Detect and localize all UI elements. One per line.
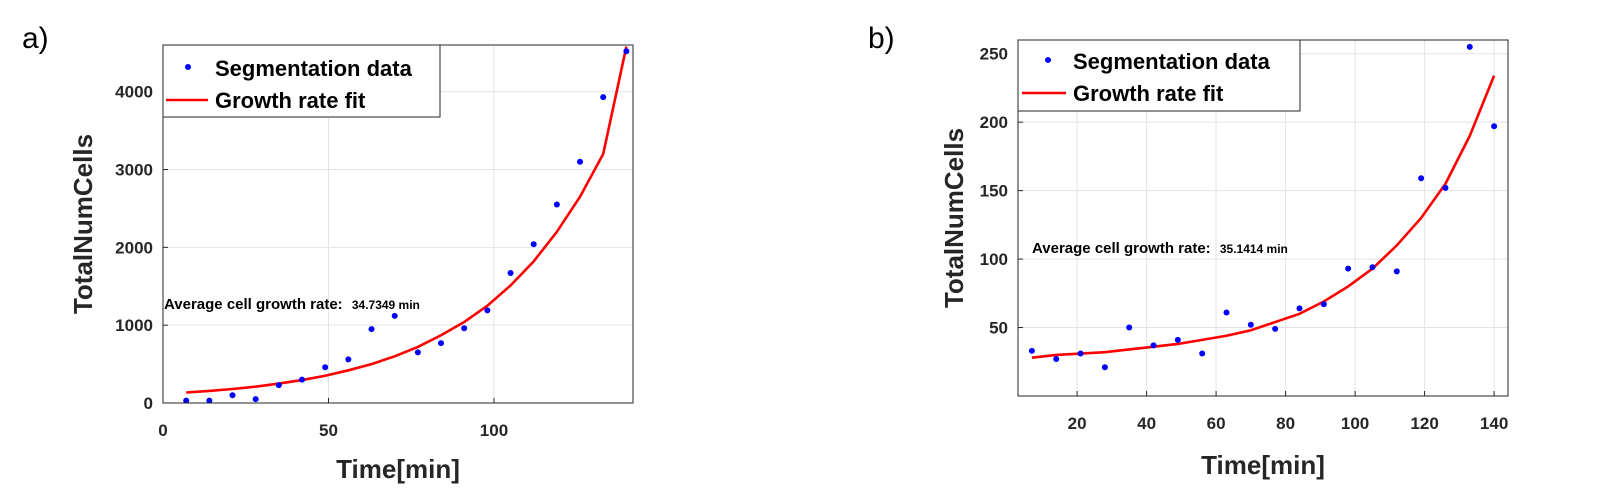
data-point [1101, 364, 1108, 371]
y-tick-label: 1000 [115, 316, 153, 335]
data-point [206, 397, 213, 404]
y-tick-label: 100 [980, 250, 1008, 269]
panel-label-b: b) [868, 22, 895, 55]
data-point [1053, 356, 1060, 363]
x-tick-label: 100 [480, 421, 508, 440]
annotation-value-b: 35.1414 min [1220, 242, 1288, 256]
panel-label-a: a) [22, 22, 49, 55]
annotation-a: Average cell growth rate: 34.7349 min [164, 296, 420, 313]
x-tick-label: 100 [1341, 414, 1369, 433]
legend-label-segmentation-b: Segmentation data [1073, 49, 1271, 74]
x-tick-label: 60 [1207, 414, 1226, 433]
x-tick-label: 50 [319, 421, 338, 440]
data-point [600, 94, 607, 101]
data-point [1028, 347, 1035, 354]
annotation-b: Average cell growth rate: 35.1414 min [1032, 240, 1288, 257]
x-tick-label: 80 [1276, 414, 1295, 433]
data-point [275, 382, 282, 389]
data-point [183, 397, 190, 404]
annotation-text-a: Average cell growth rate: [164, 296, 343, 313]
data-point [1393, 268, 1400, 275]
y-tick-label: 250 [980, 45, 1008, 64]
data-point [461, 325, 468, 332]
y-tick-label: 3000 [115, 161, 153, 180]
tick-labels-b: 20 40 60 80 100 120 140 50 100 150 200 250 [980, 45, 1509, 433]
chart-b: b) 20 40 60 80 100 120 140 50 100 150 200 250 Segme… [868, 22, 1509, 480]
legend-label-segmentation-a: Segmentation data [215, 56, 413, 81]
data-point [1369, 264, 1376, 271]
data-point [1199, 350, 1206, 357]
data-point [368, 326, 375, 333]
data-point [438, 340, 445, 347]
data-point [1223, 309, 1230, 316]
data-point [1491, 123, 1498, 130]
y-tick-label: 2000 [115, 238, 153, 257]
data-point [322, 364, 329, 371]
x-tick-label: 120 [1410, 414, 1438, 433]
fit-line-b [1031, 75, 1496, 359]
legend-marker-b [1045, 57, 1051, 63]
data-point [623, 48, 630, 55]
legend-label-fit-b: Growth rate fit [1073, 81, 1224, 106]
legend-box-a [162, 44, 441, 118]
data-point [507, 270, 514, 277]
legend-label-fit-a: Growth rate fit [215, 88, 366, 113]
y-axis-label-b: TotalNumCells [939, 128, 969, 308]
data-point [229, 392, 236, 399]
legend-b: Segmentation data Growth rate fit [1017, 39, 1301, 112]
data-point [1247, 321, 1254, 328]
y-tick-label: 200 [980, 113, 1008, 132]
y-tick-label: 150 [980, 182, 1008, 201]
x-tick-label: 40 [1137, 414, 1156, 433]
data-point [1150, 342, 1157, 349]
data-point [414, 349, 421, 356]
x-tick-label: 140 [1480, 414, 1508, 433]
data-point [1296, 305, 1303, 312]
data-point [1442, 184, 1449, 191]
data-point [1174, 336, 1181, 343]
y-tick-label: 0 [144, 394, 153, 413]
data-point [391, 312, 398, 319]
data-point [345, 356, 352, 363]
data-point [553, 201, 560, 208]
data-point [1466, 43, 1473, 50]
legend-box-b [1017, 39, 1301, 112]
x-tick-label: 0 [158, 421, 167, 440]
y-tick-label: 4000 [115, 83, 153, 102]
legend-marker-a [185, 64, 191, 70]
y-axis-label-a: TotalNumCells [68, 134, 98, 314]
annotation-value-a: 34.7349 min [352, 298, 420, 312]
data-point [299, 376, 306, 383]
data-point [1320, 301, 1327, 308]
y-tick-label: 50 [989, 319, 1008, 338]
data-point [1418, 175, 1425, 182]
x-tick-label: 20 [1068, 414, 1087, 433]
data-point [252, 396, 259, 403]
data-point [1345, 265, 1352, 272]
data-point [1272, 325, 1279, 332]
data-point [577, 158, 584, 165]
legend-a: Segmentation data Growth rate fit [162, 44, 441, 118]
data-points-a [183, 48, 630, 404]
data-point [530, 241, 537, 248]
data-point [484, 307, 491, 314]
x-axis-label-b: Time[min] [1201, 450, 1325, 480]
x-axis-label-a: Time[min] [336, 454, 460, 484]
data-point [1126, 324, 1133, 331]
annotation-text-b: Average cell growth rate: [1032, 240, 1211, 257]
data-points-b [1028, 43, 1498, 371]
fit-line-a [186, 46, 628, 394]
data-point [1077, 350, 1084, 357]
